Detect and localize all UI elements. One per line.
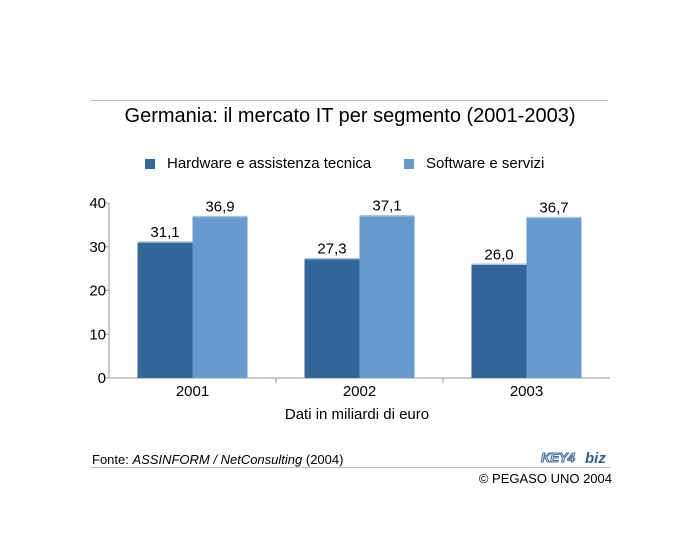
legend-swatch-hardware [145, 158, 155, 169]
source-year: (2004) [302, 452, 344, 467]
data-label: 26,0 [484, 246, 513, 263]
source-prefix: Fonte: [92, 452, 133, 467]
legend-label-software: Software e servizi [426, 155, 545, 172]
source-name: ASSINFORM / NetConsulting [132, 452, 303, 467]
data-label: 31,1 [150, 224, 179, 241]
data-label: 37,1 [372, 198, 401, 215]
data-label: 36,7 [539, 199, 568, 216]
legend: Hardware e assistenza tecnica Software e… [0, 155, 700, 175]
data-label: 36,9 [205, 199, 234, 216]
source-note: Fonte: ASSINFORM / NetConsulting (2004) [92, 452, 343, 467]
x-tick-label: 2001 [176, 383, 209, 400]
bar-software [192, 216, 248, 378]
bar-hardware [137, 241, 193, 378]
data-label: 27,3 [317, 241, 346, 258]
copyright: © PEGASO UNO 2004 [478, 471, 612, 486]
key4biz-logo: KEY4 biz [540, 449, 606, 466]
top-divider [90, 100, 608, 101]
chart-title: Germania: il mercato IT per segmento (20… [124, 105, 576, 127]
legend-item-software: Software e servizi [404, 155, 544, 172]
x-axis-label: Dati in miliardi di euro [285, 406, 429, 423]
bar-software [359, 215, 415, 378]
legend-label-hardware: Hardware e assistenza tecnica [167, 155, 372, 172]
bar-hardware [304, 258, 360, 378]
y-tick-label: 40 [89, 195, 106, 212]
x-tick-label: 2003 [510, 383, 543, 400]
x-tick-label: 2002 [343, 383, 376, 400]
legend-swatch-software [404, 158, 414, 169]
y-tick-label: 0 [98, 370, 106, 387]
y-tick-label: 10 [89, 326, 106, 343]
bar-hardware [471, 264, 527, 378]
y-tick-label: 20 [89, 283, 106, 300]
legend-item-hardware: Hardware e assistenza tecnica [145, 155, 371, 172]
bottom-divider [90, 467, 610, 468]
logo-biz-text: biz [585, 450, 606, 466]
y-tick-label: 30 [89, 239, 106, 256]
logo-key-text: KEY4 [541, 450, 576, 465]
bar-software [526, 217, 582, 378]
